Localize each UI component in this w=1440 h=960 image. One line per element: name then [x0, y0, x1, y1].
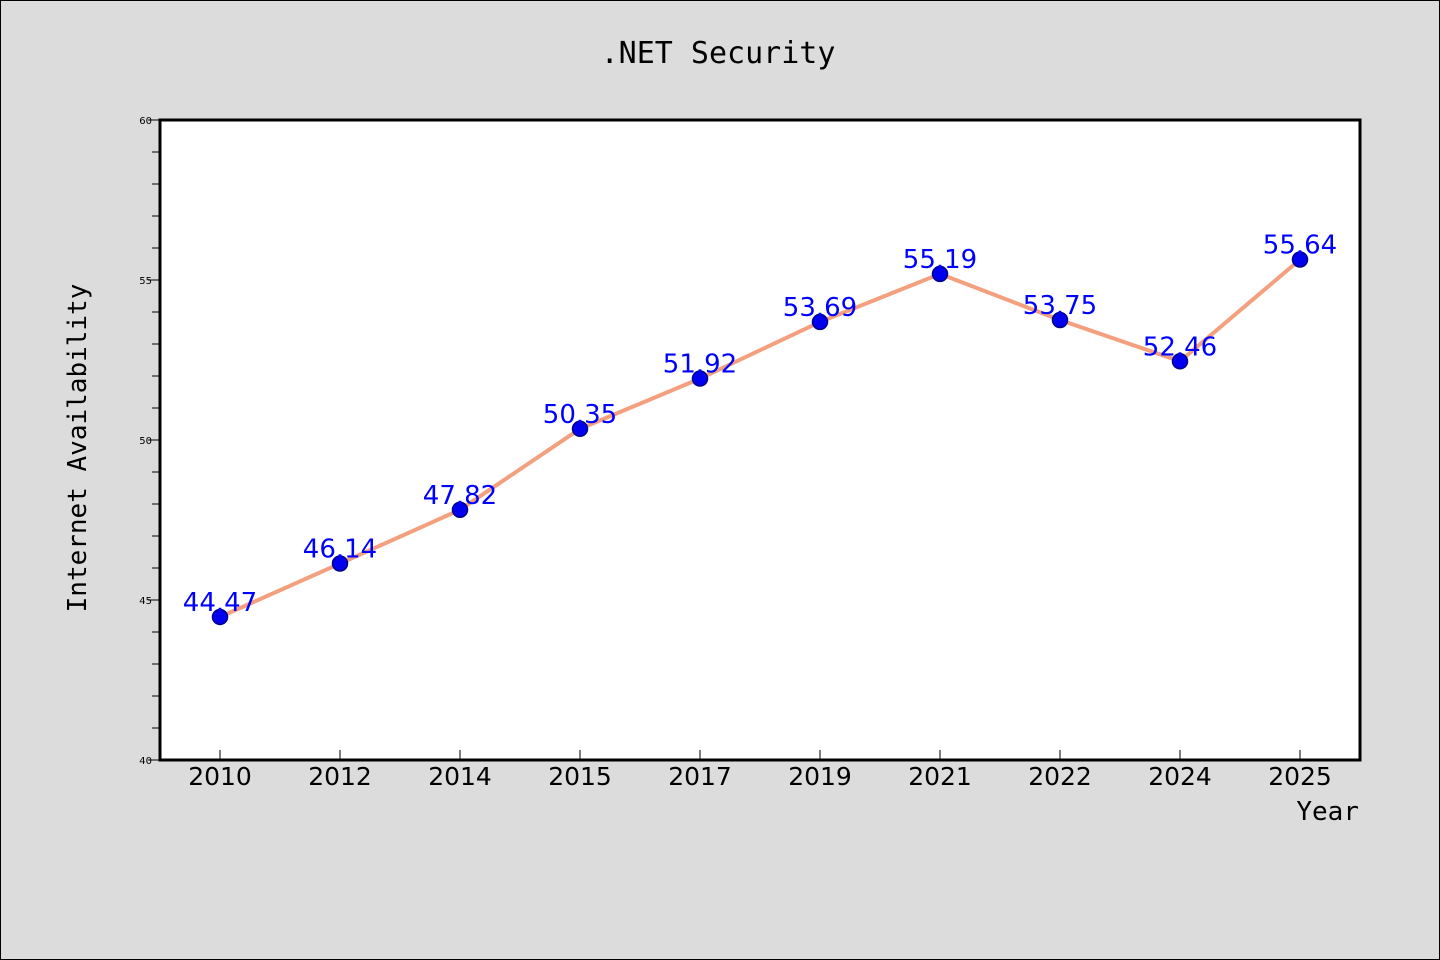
data-label: 55.64 [1263, 231, 1337, 261]
x-tick-label: 2022 [1028, 762, 1092, 791]
x-tick-label: 2015 [548, 762, 612, 791]
data-point [1171, 353, 1189, 370]
y-tick-label: 50 [139, 436, 152, 447]
y-axis: 40 45 50 55 60 [139, 116, 160, 767]
data-label: 50.35 [543, 400, 617, 430]
x-tick-label: 2010 [188, 762, 252, 791]
x-tick-label: 2024 [1148, 762, 1212, 791]
data-point [211, 608, 229, 626]
data-point [931, 265, 949, 283]
y-tick-label: 60 [139, 116, 152, 127]
x-axis: 2010 2012 2014 2015 2017 2019 2021 2022 2024 2025 [188, 750, 1332, 791]
data-label: 52.46 [1143, 332, 1217, 362]
series-line [218, 257, 1302, 619]
data-label: 53.75 [1023, 291, 1097, 321]
data-point [1051, 311, 1069, 329]
data-label: 46.14 [303, 535, 377, 565]
y-tick-label: 55 [139, 276, 152, 287]
data-label: 51.92 [663, 350, 737, 380]
x-axis-label: Year [1296, 797, 1359, 827]
data-point [1291, 251, 1309, 268]
data-label: 53.69 [783, 293, 857, 323]
chart-title: .NET Security [601, 36, 836, 71]
x-tick-label: 2021 [908, 762, 972, 791]
y-tick-label: 40 [139, 756, 152, 767]
data-point [331, 555, 349, 572]
series-group: 44.47 46.14 47.82 50.35 51.92 53.69 55.19 53.75… [183, 231, 1337, 626]
data-label: 55.19 [903, 245, 977, 275]
plot-area [158, 118, 1362, 762]
x-tick-label: 2019 [788, 762, 852, 791]
data-point [811, 313, 829, 331]
x-tick-label: 2025 [1268, 762, 1332, 791]
x-tick-label: 2017 [668, 762, 732, 791]
data-label: 47.82 [423, 481, 497, 511]
y-axis-label: Internet Availability [63, 284, 93, 613]
data-label: 44.47 [183, 588, 257, 618]
x-tick-label: 2014 [428, 762, 492, 791]
y-tick-label: 45 [139, 596, 152, 607]
x-tick-label: 2012 [308, 762, 372, 791]
data-point [451, 501, 469, 519]
data-point [691, 370, 709, 387]
data-point [571, 420, 589, 438]
